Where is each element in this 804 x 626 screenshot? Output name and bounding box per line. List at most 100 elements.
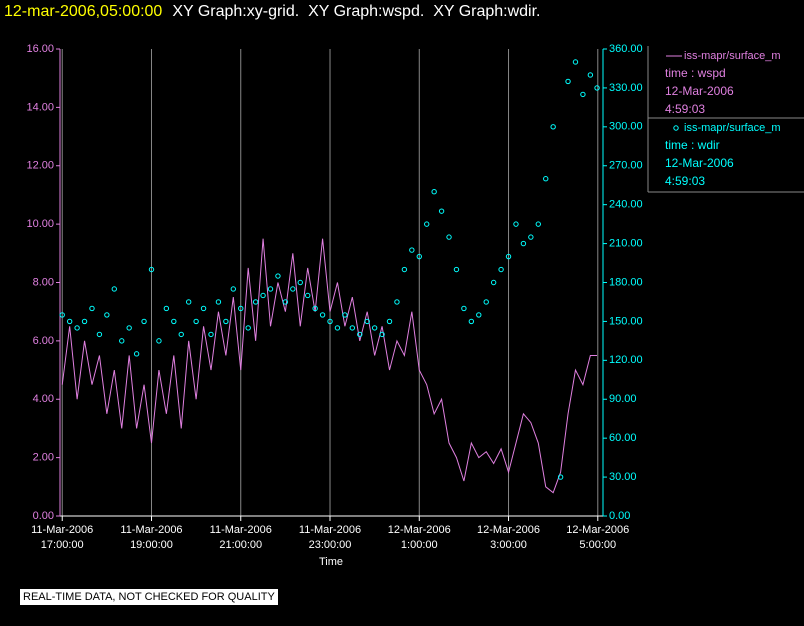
wdir-point <box>74 325 80 331</box>
wdir-point <box>594 85 600 91</box>
wdir-point <box>245 325 251 331</box>
y-tick-label: 6.00 <box>33 335 54 347</box>
wdir-point <box>260 292 266 299</box>
wdir-point <box>238 305 244 312</box>
y2-tick-label: 330.00 <box>609 82 643 94</box>
wdir-point <box>230 286 237 292</box>
wdir-point <box>163 305 170 312</box>
wdir-point <box>208 331 214 338</box>
wdir-point <box>59 312 65 318</box>
wdir-point <box>379 331 385 338</box>
y2-tick-label: 0.00 <box>609 510 630 522</box>
wdir-point <box>126 325 132 331</box>
wdir-point <box>133 351 140 357</box>
wdir-point <box>528 234 534 240</box>
wdir-point <box>193 318 199 325</box>
wdir-point <box>580 91 586 98</box>
wdir-point <box>505 253 512 260</box>
wdir-point <box>550 124 556 130</box>
y-tick-label: 10.00 <box>26 218 54 230</box>
wdir-point <box>104 312 110 318</box>
x-tick-label: 12-Mar-2006 1:00:00 <box>387 524 451 551</box>
wdir-point <box>572 59 579 65</box>
wdir-point <box>119 338 125 344</box>
x-tick-label: 12-Mar-2006 3:00:00 <box>477 524 541 551</box>
wdir-point <box>438 208 445 214</box>
y-tick-label: 14.00 <box>26 101 54 113</box>
footnote: REAL-TIME DATA, NOT CHECKED FOR QUALITY <box>20 589 278 605</box>
y2-tick-label: 30.00 <box>609 471 637 483</box>
wdir-point <box>282 299 289 305</box>
wdir-point <box>111 286 118 292</box>
wdir-point <box>513 221 519 227</box>
wdir-point <box>200 305 207 312</box>
y2-tick-label: 210.00 <box>609 237 643 249</box>
wdir-point <box>535 221 541 227</box>
y2-tick-label: 300.00 <box>609 121 643 133</box>
wdir-point <box>215 299 222 305</box>
legend-detail: 4:59:03 <box>665 174 705 188</box>
wdir-point <box>371 325 378 331</box>
wdir-point <box>66 318 73 325</box>
wdir-point <box>349 325 356 331</box>
legend-detail: time : wdir <box>665 138 720 152</box>
wdir-point <box>297 279 303 286</box>
wdir-point <box>386 318 393 325</box>
title: XY Graph:xy-grid. XY Graph:wspd. XY Grap… <box>172 3 540 20</box>
y2-tick-label: 90.00 <box>609 393 637 405</box>
y-tick-label: 2.00 <box>33 452 54 464</box>
wdir-point <box>304 292 311 299</box>
wdir-point <box>148 266 155 273</box>
y2-tick-label: 60.00 <box>609 432 637 444</box>
wdir-point <box>557 474 564 480</box>
y-tick-label: 16.00 <box>26 43 54 55</box>
y-tick-label: 0.00 <box>33 510 54 522</box>
y2-tick-label: 270.00 <box>609 160 643 172</box>
legend-detail: time : wspd <box>665 66 726 80</box>
wdir-point <box>342 312 348 318</box>
wdir-point <box>334 325 341 331</box>
legend-detail: 12-Mar-2006 <box>665 84 734 98</box>
x-tick-label: 12-Mar-2006 5:00:00 <box>566 524 630 551</box>
timestamp: 12-mar-2006,05:00:00 <box>4 3 162 20</box>
y2-tick-label: 240.00 <box>609 199 643 211</box>
wdir-point <box>424 221 430 227</box>
wdir-point <box>156 338 162 344</box>
wdir-point <box>327 318 333 325</box>
wdir-point <box>483 299 489 305</box>
wdir-point <box>319 312 326 318</box>
wdir-point <box>543 176 549 182</box>
x-tick-label: 11-Mar-2006 21:00:00 <box>209 524 272 551</box>
wdir-point <box>394 299 400 305</box>
y-tick-label: 8.00 <box>33 276 54 288</box>
wdir-point <box>141 318 147 325</box>
wdir-point <box>431 188 437 195</box>
y-tick-label: 4.00 <box>33 393 54 405</box>
wdir-point <box>89 305 95 312</box>
legend-detail: 12-Mar-2006 <box>665 156 734 170</box>
wdir-point <box>96 331 103 338</box>
y2-tick-label: 180.00 <box>609 276 643 288</box>
wdir-point <box>290 286 296 292</box>
wdir-point <box>171 318 177 325</box>
x-tick-label: 11-Mar-2006 19:00:00 <box>120 524 183 551</box>
wdir-point <box>446 234 452 240</box>
legend-detail: 4:59:03 <box>665 102 705 116</box>
wdir-point <box>416 253 422 260</box>
wdir-point <box>476 312 482 318</box>
legend-swatch <box>673 125 679 131</box>
wdir-point <box>178 331 184 338</box>
x-tick-label: 11-Mar-2006 23:00:00 <box>298 524 362 551</box>
wdir-point <box>312 305 318 312</box>
wdir-point <box>401 266 408 273</box>
wdir-point <box>565 78 571 85</box>
wdir-point <box>223 318 229 325</box>
wdir-point <box>409 247 415 253</box>
wdir-point <box>468 318 475 325</box>
x-tick-label: 11-Mar-2006 17:00:00 <box>31 524 94 551</box>
wdir-point <box>275 273 281 279</box>
wdir-point <box>81 318 88 325</box>
y2-tick-label: 150.00 <box>609 315 643 327</box>
y2-tick-label: 120.00 <box>609 354 643 366</box>
